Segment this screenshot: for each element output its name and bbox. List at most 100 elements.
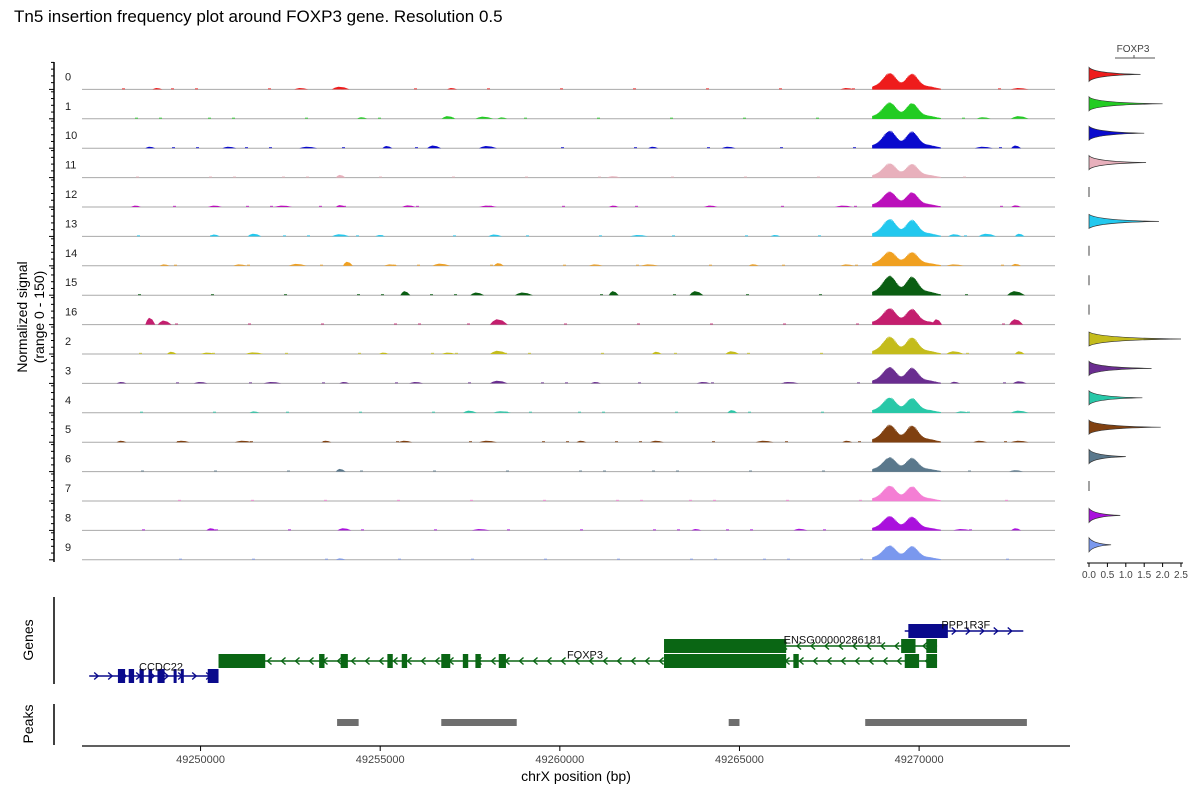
strand-arrow-icon	[993, 626, 999, 636]
track-noise	[208, 117, 211, 119]
track-noise	[342, 147, 345, 149]
track-noise	[341, 88, 344, 90]
track-label: 1	[65, 101, 71, 113]
gene-exon	[498, 654, 506, 668]
strand-arrow-icon	[893, 641, 900, 651]
track-15-bg-peak	[689, 291, 704, 296]
track-noise	[245, 147, 248, 149]
track-3-bg-peak	[409, 382, 424, 384]
track-4: 4	[65, 395, 1055, 414]
x-tick-label: 49250000	[176, 754, 225, 766]
track-14-bg-peak	[233, 264, 248, 266]
strand-arrow-icon	[837, 641, 844, 651]
track-4-bg-peak	[727, 410, 738, 413]
track-noise	[175, 323, 178, 325]
track-noise	[430, 294, 433, 296]
track-noise	[963, 176, 966, 178]
track-noise	[138, 294, 141, 296]
track-noise	[674, 352, 677, 354]
track-noise	[566, 441, 569, 443]
track-0-bg-peak	[840, 88, 855, 90]
track-noise	[560, 88, 563, 90]
track-noise	[433, 470, 436, 472]
track-noise	[635, 205, 638, 207]
gene-exon	[387, 654, 393, 668]
track-noise	[232, 117, 235, 119]
violin-8	[1088, 507, 1121, 524]
violin-10	[1088, 125, 1145, 142]
strand-arrow-icon	[191, 671, 198, 681]
track-label: 0	[65, 71, 71, 83]
track-noise	[209, 176, 212, 178]
track-14: 14	[65, 248, 1055, 267]
track-2-bg-peak	[946, 351, 964, 354]
track-13-bg-peak	[488, 234, 503, 237]
track-12-bg-peak	[130, 205, 141, 207]
strand-arrow-icon	[336, 656, 342, 666]
track-10-bg-peak	[299, 146, 318, 149]
track-5-bg-peak	[398, 440, 413, 443]
gene-exon	[401, 654, 408, 668]
track-label: 16	[65, 307, 77, 319]
track-3-bg-peak	[950, 381, 960, 384]
track-noise	[634, 147, 637, 149]
gene-label: CCDC22	[139, 661, 183, 673]
strand-arrow-icon	[392, 656, 398, 666]
track-noise	[252, 558, 255, 560]
track-noise	[507, 529, 510, 531]
track-noise	[452, 176, 455, 178]
track-noise	[672, 235, 675, 237]
track-noise	[526, 235, 529, 237]
track-noise	[638, 382, 641, 384]
track-noise	[602, 411, 605, 413]
track-noise	[640, 499, 643, 501]
gene-ENSG00000286181: ENSG00000286181	[664, 634, 938, 653]
x-tick-label: 49260000	[535, 754, 584, 766]
strand-arrow-icon	[896, 656, 902, 666]
track-4-bg-peak	[1010, 410, 1029, 413]
track-noise	[142, 529, 145, 531]
track-4-bg-peak	[463, 410, 477, 413]
violin-5	[1088, 419, 1161, 436]
strand-arrow-icon	[823, 641, 830, 651]
violin-title: FOXP3	[1117, 44, 1150, 55]
track-noise	[653, 529, 656, 531]
track-noise	[597, 117, 600, 119]
track-noise	[470, 499, 473, 501]
track-8-bg-peak	[337, 528, 352, 531]
track-noise	[855, 264, 858, 266]
track-1-main-peak	[872, 101, 941, 120]
track-noise	[432, 411, 435, 413]
strand-arrow-icon	[882, 656, 888, 666]
strand-arrow-icon	[560, 656, 566, 666]
track-noise	[579, 470, 582, 472]
track-0-bg-peak	[1010, 88, 1029, 90]
gene-exon	[908, 624, 948, 638]
violin-11	[1088, 154, 1147, 171]
track-15-bg-peak	[400, 291, 411, 296]
track-noise	[652, 470, 655, 472]
track-noise	[358, 352, 361, 354]
track-noise	[726, 529, 729, 531]
track-noise	[527, 294, 530, 296]
track-noise	[820, 352, 823, 354]
track-noise	[305, 117, 308, 119]
track-3-bg-peak	[193, 382, 208, 384]
track-13: 13	[65, 218, 1055, 237]
track-noise	[434, 529, 437, 531]
track-6-main-peak	[872, 456, 941, 472]
strand-arrow-icon	[93, 671, 100, 681]
track-noise	[176, 382, 179, 384]
track-noise	[174, 264, 177, 266]
strand-arrow-icon	[879, 641, 886, 651]
track-noise	[415, 147, 418, 149]
strand-arrow-icon	[107, 671, 114, 681]
track-noise	[320, 264, 323, 266]
track-13-bg-peak	[331, 234, 350, 237]
track-noise	[141, 470, 144, 472]
track-10-bg-peak	[427, 145, 442, 149]
track-noise	[743, 117, 746, 119]
genes-track: CCDC22 FOXP3 ENSG00000286181 PPP1R3F	[89, 619, 1024, 683]
track-noise	[852, 88, 855, 90]
gene-exon	[148, 669, 153, 683]
